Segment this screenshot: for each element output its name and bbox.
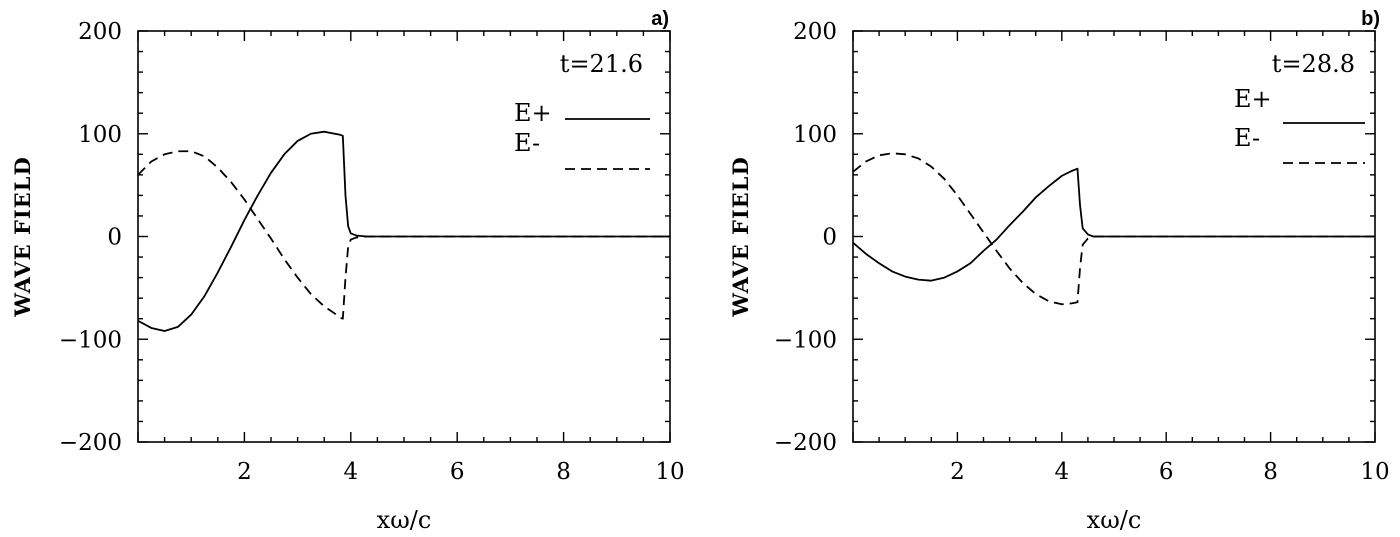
y-tick-label: 200 xyxy=(78,19,122,45)
series-line-e-plus xyxy=(852,167,1375,282)
y-tick-label: 0 xyxy=(822,225,837,251)
y-tick-label: 0 xyxy=(107,225,122,251)
x-tick-label: 8 xyxy=(1263,459,1278,485)
y-tick-label: −200 xyxy=(59,430,122,456)
chart-panel-1: 2 4 6 8 10 200 100 0 −100 −200 xω/c WAVE FIELD a) t=2… xyxy=(10,8,685,534)
x-tick-label: 6 xyxy=(1159,459,1174,485)
legend-label-e-plus: E+ xyxy=(1234,85,1272,113)
x-tick-label: 4 xyxy=(343,459,358,485)
x-axis-label: xω/c xyxy=(1087,506,1142,534)
y-tick-label: −100 xyxy=(59,327,122,353)
x-tick-label: 10 xyxy=(1360,459,1389,485)
legend-label-e-minus: E- xyxy=(514,129,540,157)
x-axis-label: xω/c xyxy=(377,506,432,534)
y-axis-label: WAVE FIELD xyxy=(728,156,753,317)
y-tick-label: −100 xyxy=(774,327,837,353)
y-tick-label: 100 xyxy=(78,122,122,148)
y-tick-label: 200 xyxy=(793,19,837,45)
time-annotation: t=21.6 xyxy=(560,50,643,78)
time-annotation: t=28.8 xyxy=(1272,50,1355,78)
x-tick-label: 6 xyxy=(450,459,465,485)
y-axis-label: WAVE FIELD xyxy=(10,156,35,317)
y-tick-label: 100 xyxy=(793,122,837,148)
legend-label-e-minus: E- xyxy=(1234,124,1260,152)
x-tick-label: 8 xyxy=(556,459,571,485)
series-line-e-minus xyxy=(137,150,670,320)
series-line-e-minus xyxy=(852,152,1375,306)
panel-label: b) xyxy=(1361,8,1380,30)
x-tick-label: 2 xyxy=(950,459,965,485)
series-line-e-plus xyxy=(137,130,670,332)
y-tick-label: −200 xyxy=(774,430,837,456)
x-tick-label: 10 xyxy=(655,459,684,485)
x-tick-label: 2 xyxy=(237,459,252,485)
panel-label: a) xyxy=(651,8,669,30)
legend-label-e-plus: E+ xyxy=(514,99,552,127)
chart-panel-2: 2 4 6 8 10 200 100 0 −100 −200 xω/c WAVE FIELD b) t=2… xyxy=(728,8,1390,534)
x-tick-label: 4 xyxy=(1054,459,1069,485)
